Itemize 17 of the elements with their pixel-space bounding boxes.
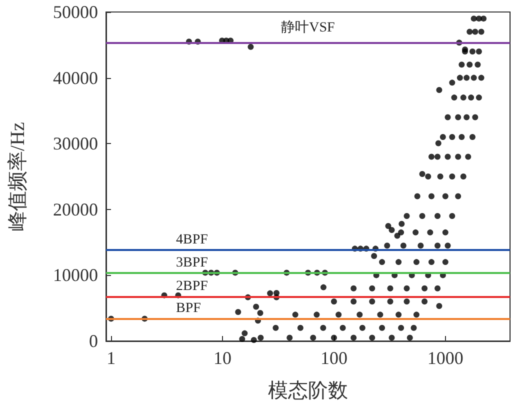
ref-line-label: 3BPF — [176, 255, 208, 270]
ref-line-label: 静叶VSF — [281, 19, 336, 36]
y-tick-label: 30000 — [53, 134, 98, 154]
y-tick-label: 20000 — [53, 199, 98, 220]
y-tick-label: 0 — [89, 331, 98, 351]
ref-line-label: 2BPF — [176, 279, 208, 294]
x-tick-label: 10 — [214, 348, 232, 368]
x-tick-label: 1 — [106, 348, 116, 368]
y-axis-title: 峰值频率/Hz — [7, 122, 29, 231]
ref-line-label: BPF — [176, 301, 202, 316]
x-tick-label: 1000 — [427, 348, 464, 368]
y-tick-label: 40000 — [53, 68, 98, 88]
y-tick-label: 10000 — [53, 265, 98, 286]
y-tick-label: 50000 — [53, 2, 98, 22]
ref-line-label: 4BPF — [176, 232, 208, 248]
x-axis-title: 模态阶数 — [268, 380, 348, 402]
x-tick-label: 100 — [320, 348, 348, 368]
